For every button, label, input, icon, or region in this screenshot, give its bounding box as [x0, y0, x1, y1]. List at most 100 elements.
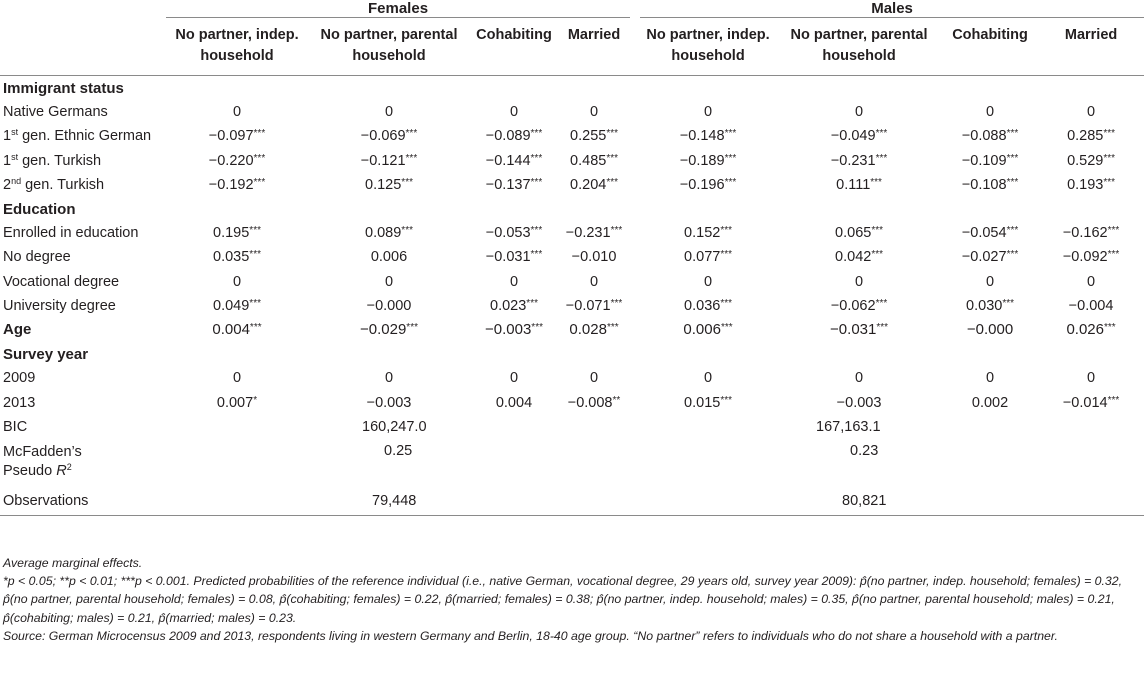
row-label: Native Germans	[3, 104, 108, 121]
table-cell: −0.109***	[961, 152, 1019, 169]
table-notes: Average marginal effects. *p < 0.05; **p…	[3, 554, 1141, 645]
table-cell: 0.042***	[835, 249, 884, 266]
table-row: Enrolled in education 0.195*** 0.089*** −0…	[0, 221, 1144, 245]
row-label: 2013	[3, 394, 36, 411]
table-cell: 0.007*	[216, 394, 258, 411]
table-cell: −0.069***	[360, 128, 418, 145]
table-cell: −0.097***	[208, 128, 266, 145]
col-f-indep: No partner, indep. household	[175, 27, 299, 64]
table-cell: −0.162***	[1062, 225, 1120, 242]
table-cell: 0.049***	[213, 297, 261, 314]
table-row: University degree 0.049*** −0.000 0.023***…	[0, 294, 1144, 318]
table-cell: −0.062***	[830, 297, 888, 314]
table-cell: 0	[986, 273, 995, 290]
table-cell: −0.031***	[830, 321, 889, 339]
row-label: 2009	[3, 370, 36, 387]
table-cell: 0	[704, 370, 713, 387]
table-cell: 0.015***	[684, 394, 733, 411]
table-cell: −0.000	[366, 297, 412, 314]
table-row: Vocational degree 0 0 0 0 0 0 0 0	[0, 270, 1144, 294]
table-cell: 0	[986, 104, 995, 121]
col-f-cohabiting: Cohabiting	[476, 27, 552, 43]
stat-row-obs: Observations 79,448 80,821	[0, 486, 1144, 516]
table-cell: −0.192***	[208, 176, 266, 193]
table-cell: −0.008**	[567, 394, 621, 411]
col-f-married: Married	[567, 27, 621, 43]
table-cell: 0.004***	[212, 321, 262, 339]
table-cell: −0.004	[1068, 297, 1114, 314]
section-education: Education	[3, 200, 76, 218]
table-cell: 0	[704, 273, 713, 290]
table-cell: 0.285***	[1067, 128, 1116, 145]
table-cell: 0	[509, 370, 519, 387]
table-cell: −0.092***	[1062, 249, 1120, 266]
stat-value-males: 80,821	[776, 486, 943, 516]
table-cell: 0	[1087, 104, 1096, 121]
table-row: 1st gen. Ethnic German −0.097*** −0.069**…	[0, 124, 1144, 148]
table-cell: −0.003	[836, 394, 882, 411]
table-row: Age 0.004*** −0.029*** −0.003*** 0.028*** 0…	[0, 318, 1144, 342]
table-cell: 0.089***	[365, 225, 413, 242]
table-cell: 0.004	[495, 394, 533, 411]
table-cell: 0	[589, 104, 599, 121]
row-label: 1st gen. Turkish	[3, 151, 102, 169]
table-cell: −0.089***	[485, 128, 543, 145]
note-average-marginal: Average marginal effects.	[3, 556, 143, 570]
table-cell: −0.148***	[679, 128, 737, 145]
table-cell: −0.003***	[485, 321, 543, 339]
stat-row-bic: BIC 160,247.0 167,163.1	[0, 415, 1144, 439]
table-cell: −0.071***	[565, 297, 623, 314]
group-females: Females	[166, 0, 631, 18]
table-cell: 0.255***	[570, 128, 619, 145]
table-cell: 0.006***	[683, 321, 733, 339]
table-row: 1st gen. Turkish −0.220*** −0.121*** −0.14…	[0, 149, 1144, 173]
table-cell: 0.065***	[835, 225, 884, 242]
row-label: 2nd gen. Turkish	[3, 175, 105, 193]
table-cell: 0.204***	[570, 176, 619, 193]
table-cell: −0.144***	[485, 152, 543, 169]
table-cell: −0.054***	[961, 225, 1019, 242]
stat-value-females: 79,448	[308, 486, 470, 516]
table-cell: 0	[1087, 370, 1096, 387]
table-cell: −0.014***	[1062, 394, 1120, 411]
table-cell: 0	[986, 370, 995, 387]
stat-value-females: 160,247.0	[362, 418, 427, 435]
table-cell: 0.023***	[490, 297, 538, 314]
table-cell: 0	[855, 370, 864, 387]
table-cell: 0	[232, 104, 242, 121]
table-cell: −0.049***	[830, 128, 888, 145]
table-cell: 0.485***	[570, 152, 619, 169]
results-table: Females Males No partner, indep. househol…	[0, 0, 1144, 516]
table-cell: 0.026***	[1066, 321, 1116, 339]
table-cell: −0.053***	[485, 225, 543, 242]
table-cell: 0	[589, 370, 599, 387]
table-cell: −0.031***	[485, 249, 543, 266]
table-cell: −0.000	[966, 321, 1014, 339]
table-cell: 0.529***	[1067, 152, 1116, 169]
stat-label: McFadden’s Pseudo R2	[3, 443, 82, 479]
table-cell: 0.193***	[1067, 176, 1116, 193]
table-cell: −0.027***	[961, 249, 1019, 266]
table-row: 2013 0.007* −0.003 0.004 −0.008** 0.015*** −…	[0, 390, 1144, 414]
table-cell: 0	[384, 104, 394, 121]
table-cell: −0.189***	[679, 152, 737, 169]
table-cell: 0	[509, 104, 519, 121]
stat-value-females: 0.25	[384, 442, 413, 459]
table-cell: 0.195***	[213, 225, 261, 242]
section-immigrant: Immigrant status	[3, 79, 124, 97]
table-cell: 0.028***	[569, 321, 619, 339]
table-cell: 0.152***	[684, 225, 733, 242]
table-cell: 0	[589, 273, 599, 290]
table-cell: 0.035***	[213, 249, 261, 266]
row-label: 1st gen. Ethnic German	[3, 127, 152, 145]
col-m-parental: No partner, parental household	[790, 27, 928, 64]
table-cell: −0.220***	[208, 152, 266, 169]
table-cell: 0	[704, 104, 713, 121]
col-f-parental: No partner, parental household	[320, 27, 458, 64]
table-cell: −0.231***	[830, 152, 888, 169]
row-label: No degree	[3, 249, 71, 266]
stat-label: Observations	[0, 486, 166, 516]
col-m-indep: No partner, indep. household	[646, 27, 770, 64]
table-cell: −0.003	[366, 394, 412, 411]
